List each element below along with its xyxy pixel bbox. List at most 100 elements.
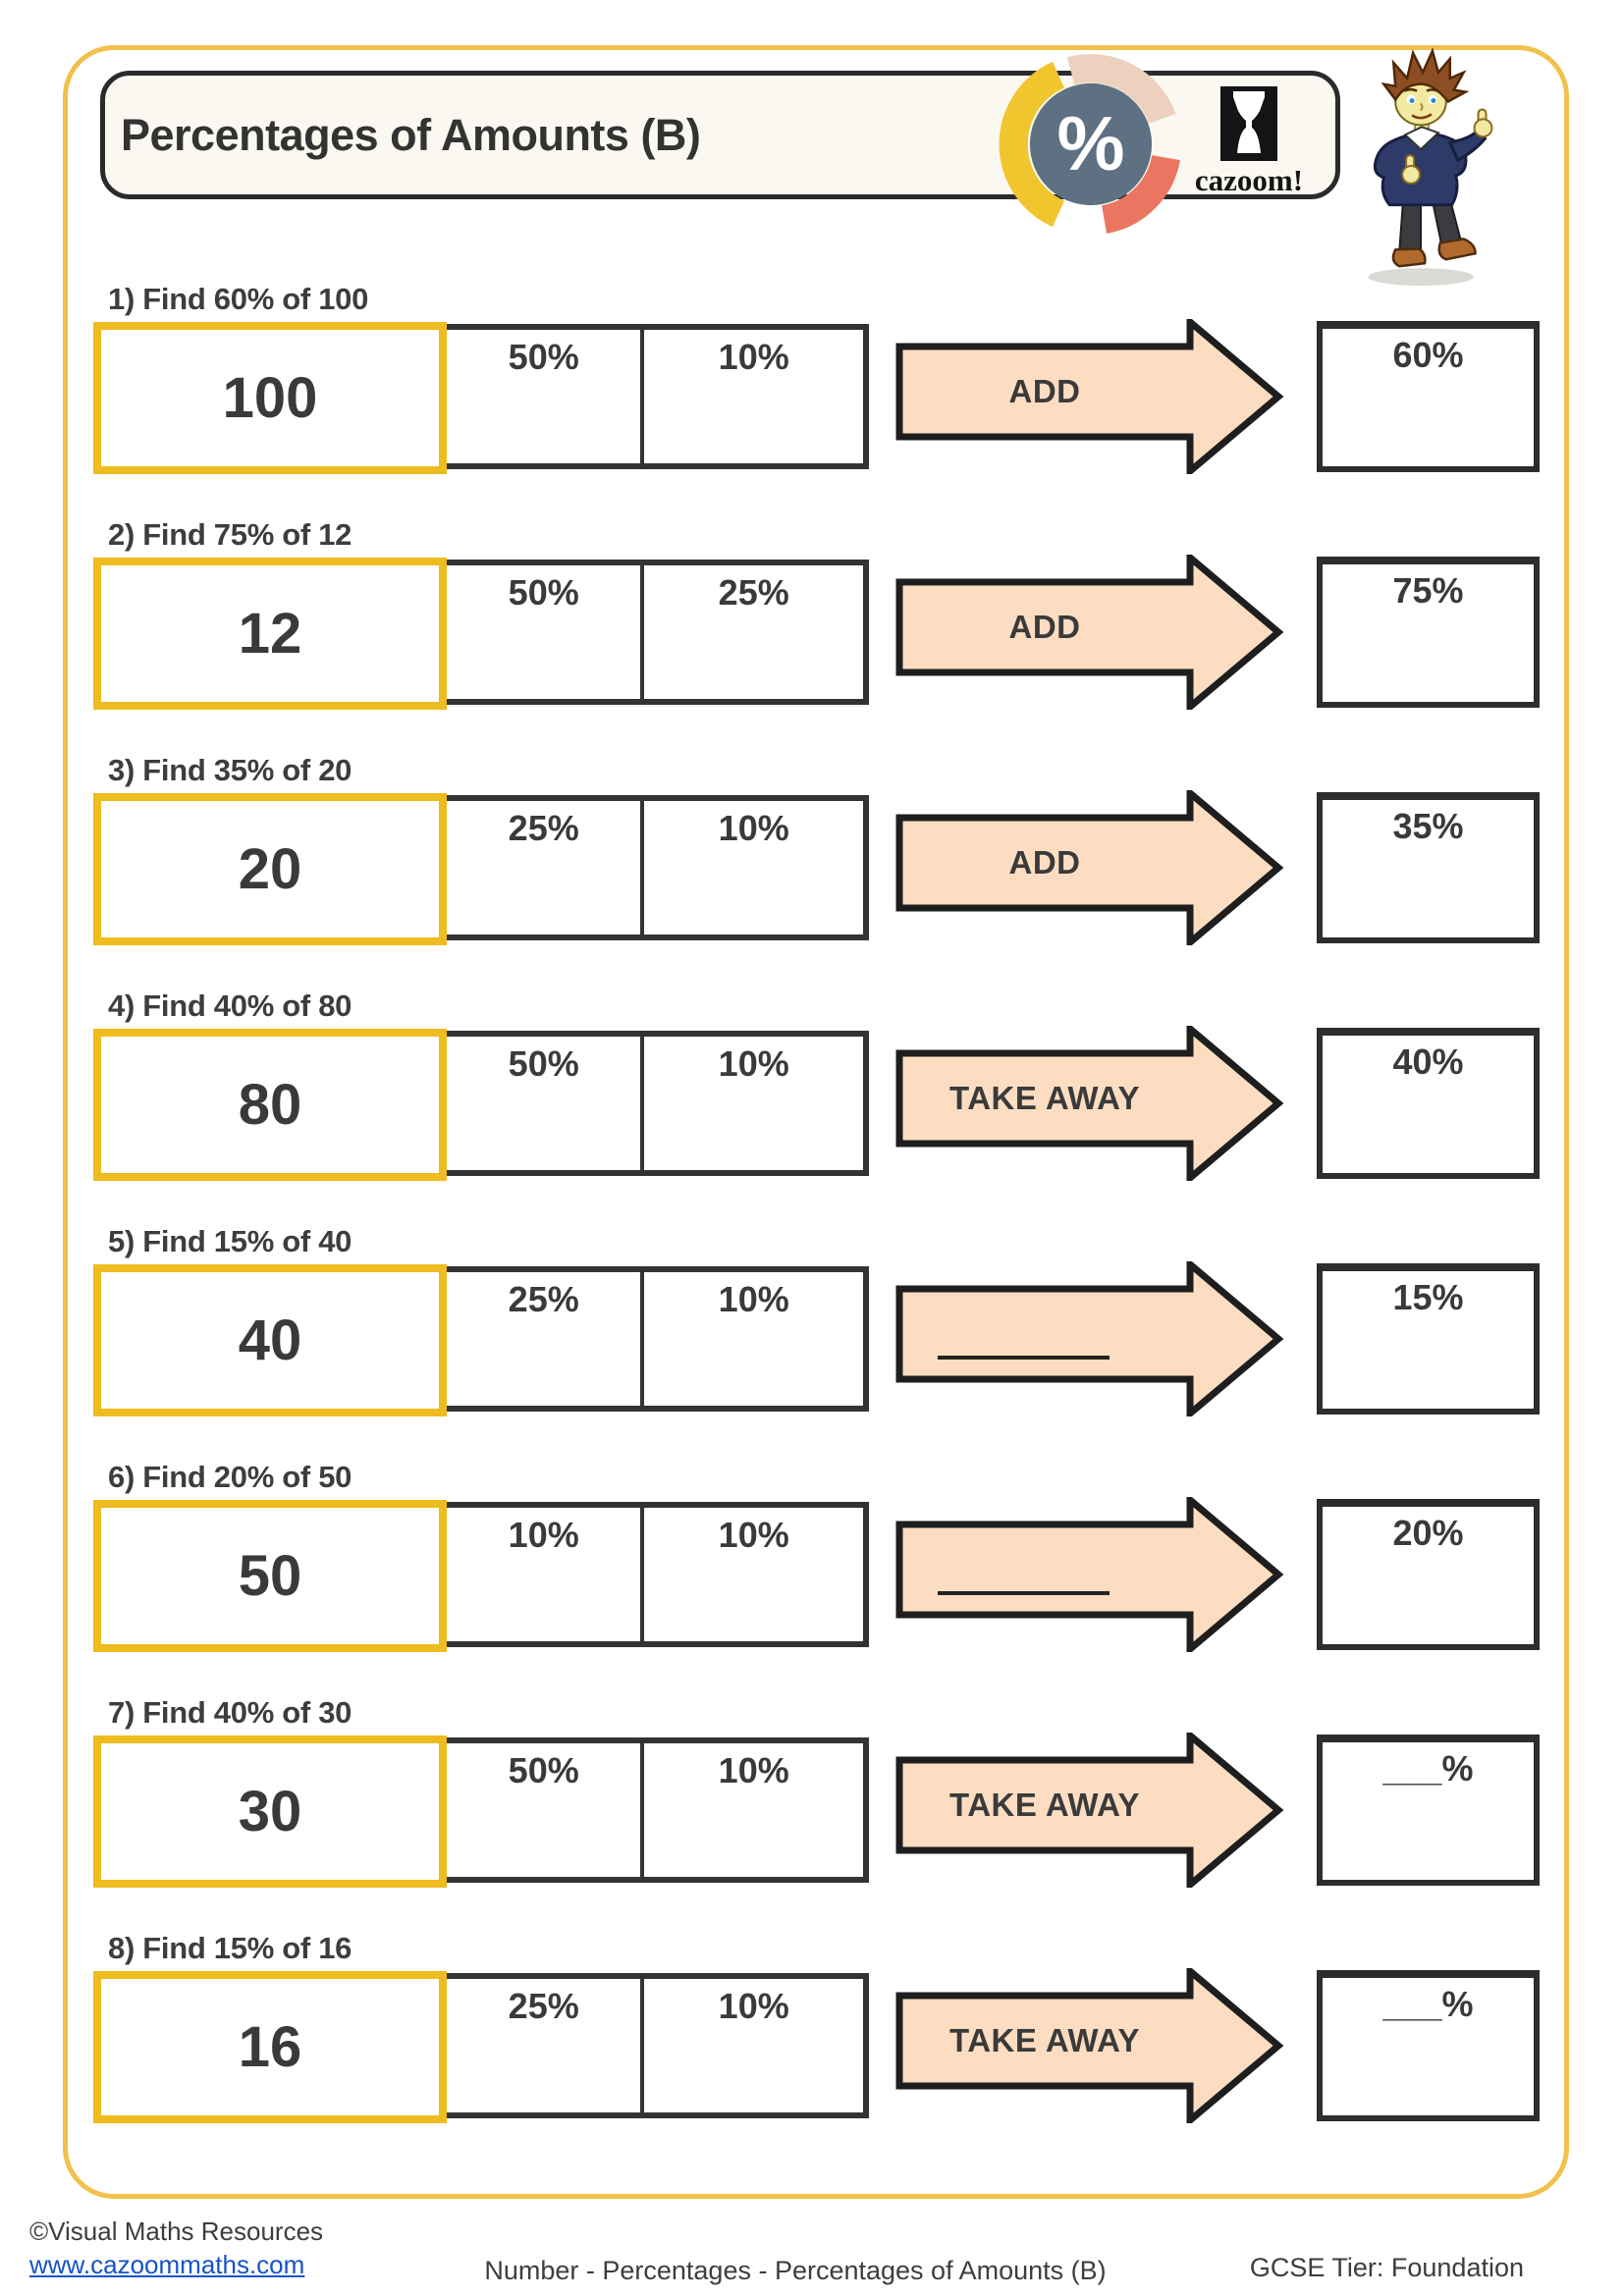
cell-2-label: 10% (718, 337, 789, 377)
amount-box: 50 (93, 1500, 447, 1652)
answer-box: 20% (1317, 1499, 1540, 1650)
working-cell-1: 50% (447, 1037, 640, 1170)
answer-label: 40% (1392, 1041, 1464, 1082)
answer-box: 35% (1317, 792, 1540, 943)
working-cell-2: 10% (640, 1272, 863, 1406)
working-cell-2: 10% (640, 330, 863, 463)
cell-2-label: 10% (718, 1279, 789, 1319)
cell-1-label: 25% (508, 1986, 579, 2026)
answer-label: 75% (1392, 570, 1464, 611)
question-text: 7) Find 40% of 30 (108, 1695, 352, 1730)
working-cells: 25% 10% (447, 795, 869, 940)
working-cells: 50% 10% (447, 324, 869, 469)
category-text: Number - Percentages - Percentages of Am… (484, 2256, 1107, 2285)
operation-label: TAKE AWAY (949, 1787, 1140, 1823)
working-cells: 50% 10% (447, 1737, 869, 1883)
question-text: 6) Find 20% of 50 (108, 1460, 352, 1494)
operation-label (899, 1289, 1190, 1379)
cell-1-label: 50% (508, 1750, 579, 1790)
question-row: 2) Find 75% of 12 12 50% 25% ADD 75% (0, 515, 1624, 751)
question-row: 4) Find 40% of 80 80 50% 10% TAKE AWAY 4… (0, 987, 1624, 1222)
cell-2-label: 10% (718, 808, 789, 848)
cell-2-label: 10% (718, 1043, 789, 1084)
percent-badge-icon: % (999, 54, 1180, 234)
mascot-character (1368, 47, 1493, 287)
amount-value: 16 (238, 2015, 302, 2079)
operation-arrow-icon (895, 790, 1284, 945)
answer-box: 40% (1317, 1028, 1540, 1179)
question-row: 1) Find 60% of 100 100 50% 10% ADD 60% (0, 280, 1624, 515)
operation-arrow-icon (895, 319, 1284, 474)
operation-arrow-icon (895, 555, 1284, 710)
amount-box: 20 (93, 793, 447, 945)
working-cells: 50% 25% (447, 560, 869, 705)
operation-arrow-icon (895, 1733, 1284, 1888)
answer-box: ___% (1317, 1735, 1540, 1886)
amount-box: 30 (93, 1735, 447, 1888)
amount-value: 12 (238, 602, 302, 666)
working-cell-1: 25% (447, 1272, 640, 1406)
amount-box: 40 (93, 1264, 447, 1416)
amount-value: 80 (238, 1073, 302, 1137)
answer-box: 15% (1317, 1263, 1540, 1415)
operation-arrow-icon (895, 1497, 1284, 1652)
answer-label: 60% (1392, 335, 1464, 375)
cazoom-logo: cazoom! (1184, 86, 1314, 198)
working-cell-2: 10% (640, 1743, 863, 1877)
working-cell-1: 10% (447, 1508, 640, 1641)
amount-value: 40 (238, 1308, 302, 1372)
question-text: 5) Find 15% of 40 (108, 1224, 352, 1258)
amount-value: 50 (238, 1544, 302, 1608)
operation-label (899, 1524, 1190, 1615)
working-cell-2: 25% (640, 565, 863, 699)
cell-1-label: 25% (508, 808, 579, 848)
working-cells: 50% 10% (447, 1031, 869, 1176)
cell-2-label: 10% (718, 1986, 789, 2026)
working-cell-1: 25% (447, 801, 640, 934)
working-cell-2: 10% (640, 1979, 863, 2112)
answer-label: 15% (1392, 1277, 1464, 1317)
question-row: 5) Find 15% of 40 40 25% 10% 15% (0, 1222, 1624, 1458)
operation-arrow-icon (895, 1968, 1284, 2123)
amount-value: 100 (222, 366, 318, 430)
cell-1-label: 50% (508, 1043, 579, 1084)
operation-label: ADD (1008, 373, 1081, 409)
working-cells: 25% 10% (447, 1266, 869, 1412)
website-link[interactable]: www.cazoommaths.com (29, 2250, 305, 2279)
operation-blank-line (938, 1591, 1110, 1595)
amount-box: 80 (93, 1029, 447, 1181)
amount-value: 20 (238, 837, 302, 901)
operation-label: TAKE AWAY (949, 1080, 1140, 1116)
question-text: 1) Find 60% of 100 (108, 282, 369, 316)
operation-label: ADD (1008, 609, 1081, 645)
question-row: 7) Find 40% of 30 30 50% 10% TAKE AWAY _… (0, 1693, 1624, 1929)
answer-box: 75% (1317, 557, 1540, 708)
working-cells: 10% 10% (447, 1502, 869, 1647)
question-row: 6) Find 20% of 50 50 10% 10% 20% (0, 1458, 1624, 1693)
amount-box: 100 (93, 322, 447, 474)
question-row: 3) Find 35% of 20 20 25% 10% ADD 35% (0, 751, 1624, 987)
page-title: Percentages of Amounts (B) (121, 109, 701, 160)
cell-2-label: 10% (718, 1750, 789, 1790)
page-border (63, 45, 1569, 2199)
working-cell-1: 50% (447, 1743, 640, 1877)
cell-2-label: 10% (718, 1515, 789, 1555)
drum-icon (1220, 86, 1277, 161)
working-cells: 25% 10% (447, 1973, 869, 2118)
answer-label: 35% (1392, 806, 1464, 846)
question-text: 2) Find 75% of 12 (108, 517, 352, 552)
cell-2-label: 25% (718, 572, 789, 613)
working-cell-2: 10% (640, 1037, 863, 1170)
question-row: 8) Find 15% of 16 16 25% 10% TAKE AWAY _… (0, 1929, 1624, 2164)
answer-label: ___% (1382, 1748, 1474, 1789)
operation-label: TAKE AWAY (949, 2022, 1140, 2058)
percent-symbol: % (1057, 102, 1125, 187)
operation-label: ADD (1008, 844, 1081, 881)
working-cell-1: 25% (447, 1979, 640, 2112)
answer-box: ___% (1317, 1970, 1540, 2121)
cell-1-label: 50% (508, 337, 579, 377)
operation-arrow-icon (895, 1261, 1284, 1416)
operation-arrow-icon (895, 1026, 1284, 1181)
amount-box: 16 (93, 1971, 447, 2123)
